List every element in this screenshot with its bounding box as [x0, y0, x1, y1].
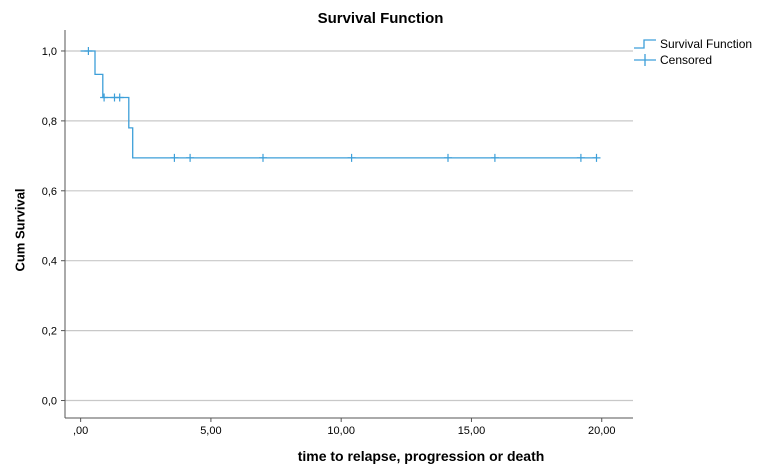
y-tick-label: 0,6	[42, 186, 57, 198]
x-tick-label: 15,00	[458, 425, 486, 437]
axes	[61, 30, 633, 422]
x-tick-label: 10,00	[327, 425, 355, 437]
x-tick-label: 5,00	[200, 425, 221, 437]
cross-marker-icon	[634, 54, 656, 66]
y-tick-label: 0,0	[42, 396, 57, 408]
censored-marker	[576, 153, 585, 162]
chart-title: Survival Function	[317, 10, 444, 27]
y-axis-label: Cum Survival	[12, 188, 28, 272]
y-tick-label: 0,4	[42, 256, 57, 268]
censored-marker	[115, 93, 124, 102]
grid-lines	[65, 50, 633, 402]
censored-marker	[444, 153, 452, 162]
legend-label-survival: Survival Function	[660, 37, 753, 51]
censored-marker	[347, 153, 356, 162]
survival-step-line	[80, 50, 597, 159]
censored-marker	[100, 93, 109, 102]
x-axis-label: time to relapse, progression or death	[297, 448, 545, 464]
censored-marker	[592, 153, 601, 162]
legend-label-censored: Censored	[660, 53, 713, 67]
legend: Survival Function Censored	[632, 36, 752, 68]
censored-marker	[84, 47, 93, 55]
series-layer	[80, 47, 601, 162]
y-tick-label: 1,0	[42, 46, 57, 58]
censored-marker	[170, 153, 179, 162]
x-tick-label: ,00	[73, 425, 88, 437]
x-tick-label: 20,00	[588, 425, 616, 437]
step-line-icon	[634, 39, 656, 49]
y-tick-label: 0,2	[42, 326, 57, 338]
y-tick-label: 0,8	[42, 116, 57, 128]
censored-marker	[490, 153, 499, 162]
censored-marker	[186, 153, 195, 162]
legend-item-censored: Censored	[632, 52, 752, 68]
censored-marker	[259, 153, 267, 162]
tick-labels: 0,0 0,2 0,4 0,6 0,8 1,0 ,00 5,00 10,00 15,00 20,00	[42, 46, 616, 437]
legend-item-survival: Survival Function	[632, 36, 752, 52]
